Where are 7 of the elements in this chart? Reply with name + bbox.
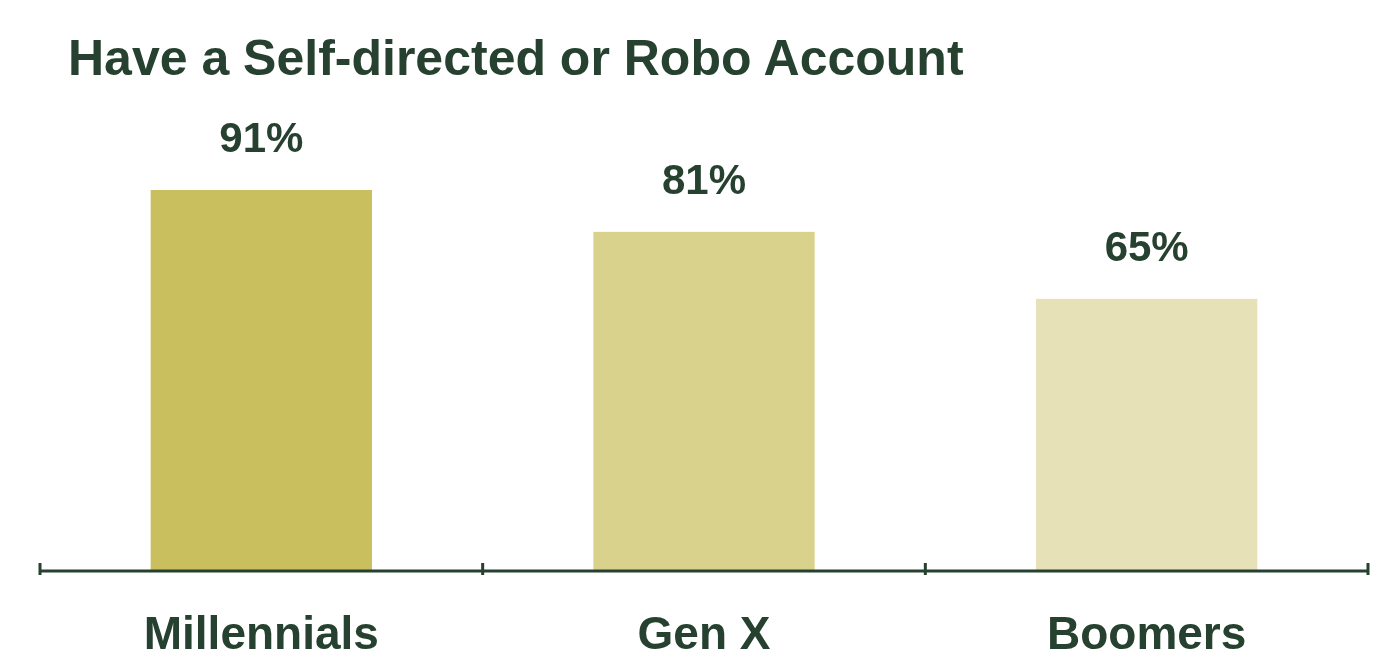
data-label: 65%: [1104, 222, 1189, 270]
x-tick-label: Boomers: [1046, 607, 1247, 659]
data-label: 81%: [661, 155, 747, 203]
chart-title: Have a Self-directed or Robo Account: [68, 30, 964, 86]
data-label: 91%: [219, 114, 304, 161]
x-tick-label: Gen X: [637, 607, 771, 659]
x-tick-label: Millennials: [143, 607, 379, 659]
